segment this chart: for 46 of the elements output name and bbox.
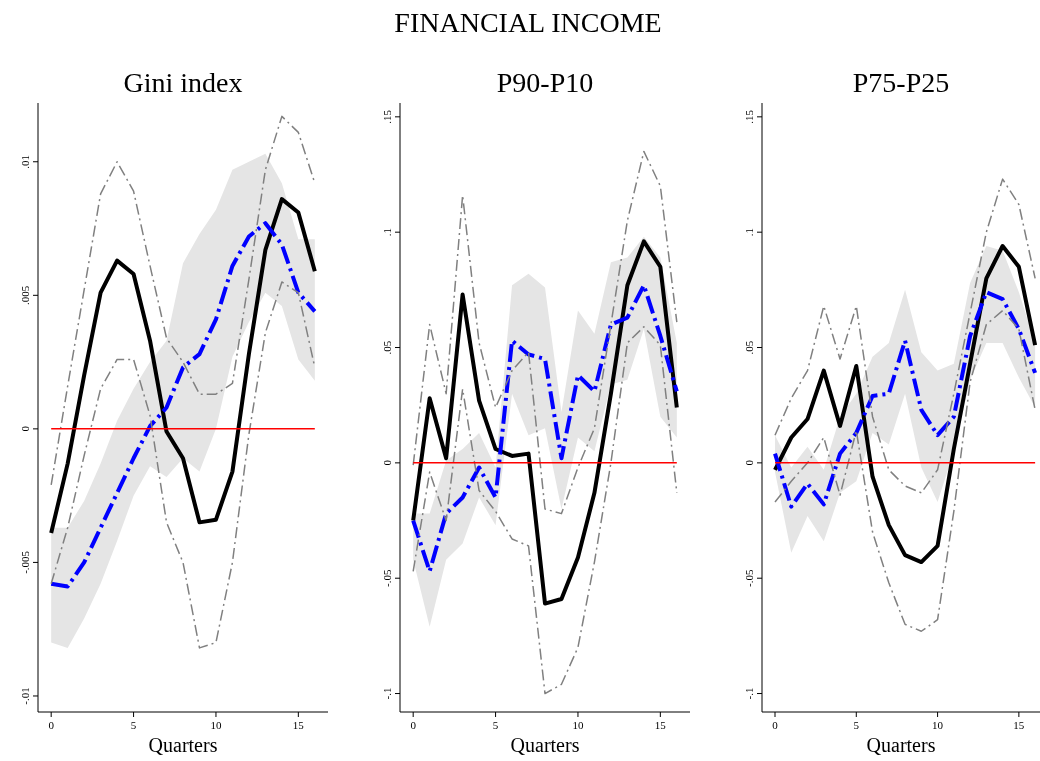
- line-series: [49, 197, 317, 536]
- chart-title: Gini index: [123, 67, 243, 98]
- y-tick-label: .1: [743, 228, 755, 237]
- y-tick-label: .05: [381, 340, 393, 355]
- x-tick-label: 10: [210, 719, 222, 731]
- x-tick-label: 15: [1013, 719, 1025, 731]
- y-tick-label: 0: [19, 425, 31, 432]
- line-series: [412, 326, 678, 695]
- y-tick-label: -.005: [19, 550, 31, 574]
- x-tick-label: 15: [292, 719, 305, 731]
- line-series: [49, 221, 317, 589]
- y-tick-label: -.05: [743, 569, 755, 587]
- y-tick-label: 0: [743, 459, 755, 466]
- x-tick-label: 5: [853, 719, 860, 731]
- y-tick-label: .005: [19, 285, 31, 305]
- x-tick-label: 0: [772, 719, 779, 731]
- x-tick-label: 0: [410, 719, 417, 731]
- y-tick-label: -.1: [381, 687, 393, 700]
- line-series: [412, 150, 678, 515]
- y-tick-label: 0: [381, 459, 393, 466]
- chart-title: P90-P10: [496, 67, 594, 98]
- line-series: [773, 290, 1038, 509]
- line-series: [774, 178, 1036, 494]
- y-tick-label: .01: [19, 154, 31, 169]
- x-tick-label: 10: [572, 719, 584, 731]
- y-tick-label: -.1: [743, 687, 755, 700]
- x-tick-label: 5: [130, 719, 137, 731]
- x-tick-label: 10: [932, 719, 944, 731]
- x-tick-label: 0: [48, 719, 55, 731]
- y-tick-label: .1: [381, 228, 393, 237]
- x-tick-label: 15: [654, 719, 667, 731]
- line-series: [50, 115, 316, 486]
- x-tick-label: 5: [492, 719, 499, 731]
- y-tick-label: -.01: [19, 687, 31, 705]
- y-tick-label: -.05: [381, 569, 393, 587]
- y-tick-label: .15: [743, 109, 755, 124]
- line-series: [774, 309, 1036, 633]
- text: FINANCIAL INCOME: [394, 7, 662, 38]
- line-series: [50, 281, 316, 649]
- x-axis-title: Quarters: [510, 734, 580, 756]
- x-axis-title: Quarters: [148, 734, 218, 756]
- x-axis-title: Quarters: [866, 734, 936, 756]
- line-series: [411, 283, 679, 574]
- y-tick-label: .05: [743, 340, 755, 355]
- chart-title: P75-P25: [852, 67, 950, 98]
- y-tick-label: .15: [381, 109, 393, 124]
